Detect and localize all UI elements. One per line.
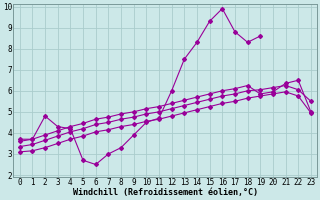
X-axis label: Windchill (Refroidissement éolien,°C): Windchill (Refroidissement éolien,°C) [73, 188, 258, 197]
